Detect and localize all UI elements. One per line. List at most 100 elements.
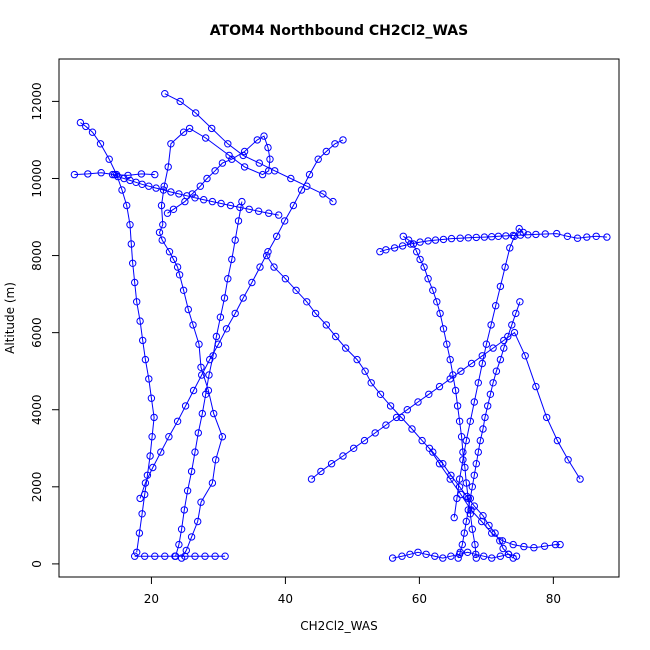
data-point — [197, 498, 205, 506]
data-point — [297, 186, 306, 194]
data-point — [307, 475, 316, 483]
data-point — [139, 336, 147, 345]
data-point — [458, 540, 466, 549]
data-point — [145, 375, 153, 383]
data-point — [592, 232, 600, 241]
data-point — [515, 224, 523, 233]
data-point — [496, 355, 505, 364]
data-point — [161, 552, 169, 560]
data-point — [319, 190, 327, 198]
data-point — [185, 124, 194, 133]
data-point — [194, 429, 203, 437]
data-point — [576, 475, 584, 483]
data-point — [521, 352, 529, 360]
data-point — [327, 460, 336, 468]
data-point — [439, 554, 447, 562]
data-point — [416, 238, 424, 246]
data-point — [510, 232, 519, 241]
data-point — [414, 548, 422, 556]
data-point — [468, 525, 476, 533]
data-point — [255, 159, 263, 167]
data-point — [470, 471, 478, 479]
data-point — [253, 136, 261, 144]
data-point — [398, 242, 407, 250]
data-point — [211, 167, 219, 175]
data-point — [264, 143, 272, 152]
data-point — [429, 286, 437, 294]
data-point — [553, 436, 562, 445]
data-point — [218, 159, 227, 167]
data-point — [167, 188, 175, 196]
data-point — [195, 340, 203, 348]
data-point — [231, 309, 239, 318]
data-point — [414, 398, 422, 406]
series-line — [392, 551, 517, 559]
data-point — [212, 332, 221, 341]
data-point — [603, 233, 611, 241]
data-point — [453, 402, 462, 410]
data-point — [133, 548, 141, 556]
data-point — [489, 344, 497, 352]
data-point — [127, 240, 136, 248]
data-point — [388, 554, 397, 562]
data-point — [187, 533, 196, 541]
data-point — [131, 278, 139, 287]
data-point — [541, 230, 549, 238]
data-point — [530, 544, 538, 552]
data-point — [84, 170, 92, 178]
data-point — [499, 544, 507, 553]
data-point — [124, 171, 132, 180]
data-point — [446, 355, 454, 364]
data-point — [466, 417, 474, 425]
data-point — [212, 456, 220, 464]
data-point — [175, 540, 183, 549]
x-tick-label: 60 — [412, 592, 427, 606]
data-point — [332, 332, 340, 341]
data-point — [240, 163, 249, 171]
data-point — [141, 355, 150, 364]
data-point — [260, 132, 268, 140]
data-point — [376, 248, 384, 256]
data-point — [470, 398, 478, 406]
data-point — [76, 118, 85, 127]
data-point — [314, 155, 322, 163]
data-point — [406, 550, 414, 558]
data-point — [203, 174, 211, 183]
data-point — [218, 433, 227, 441]
data-point — [471, 540, 479, 549]
data-point — [165, 248, 174, 256]
data-point — [281, 217, 289, 225]
data-point — [563, 232, 572, 241]
data-point — [382, 421, 390, 429]
series-line — [266, 255, 514, 559]
y-axis-label: Altitude (m) — [3, 282, 17, 354]
data-point — [331, 140, 339, 148]
data-point — [222, 325, 231, 333]
data-point — [416, 255, 424, 264]
data-point — [245, 205, 253, 214]
data-point — [455, 417, 464, 425]
data-point — [455, 483, 464, 491]
data-point — [161, 90, 169, 98]
data-point — [303, 182, 311, 190]
data-point — [496, 282, 505, 291]
data-point — [482, 340, 491, 348]
data-point — [435, 460, 444, 468]
data-point — [258, 170, 267, 179]
chart-title: ATOM4 Northbound CH2Cl2_WAS — [210, 23, 468, 39]
data-point — [462, 517, 470, 526]
data-point — [468, 483, 476, 491]
data-point — [439, 325, 448, 333]
data-point — [553, 229, 561, 238]
data-point — [485, 521, 493, 530]
data-point — [506, 244, 514, 252]
data-point — [151, 170, 159, 179]
data-point — [159, 221, 167, 229]
data-point — [196, 182, 205, 190]
data-point — [339, 452, 347, 460]
data-point — [492, 367, 501, 375]
data-point — [489, 379, 497, 387]
data-point — [228, 255, 236, 264]
data-point — [556, 540, 564, 549]
